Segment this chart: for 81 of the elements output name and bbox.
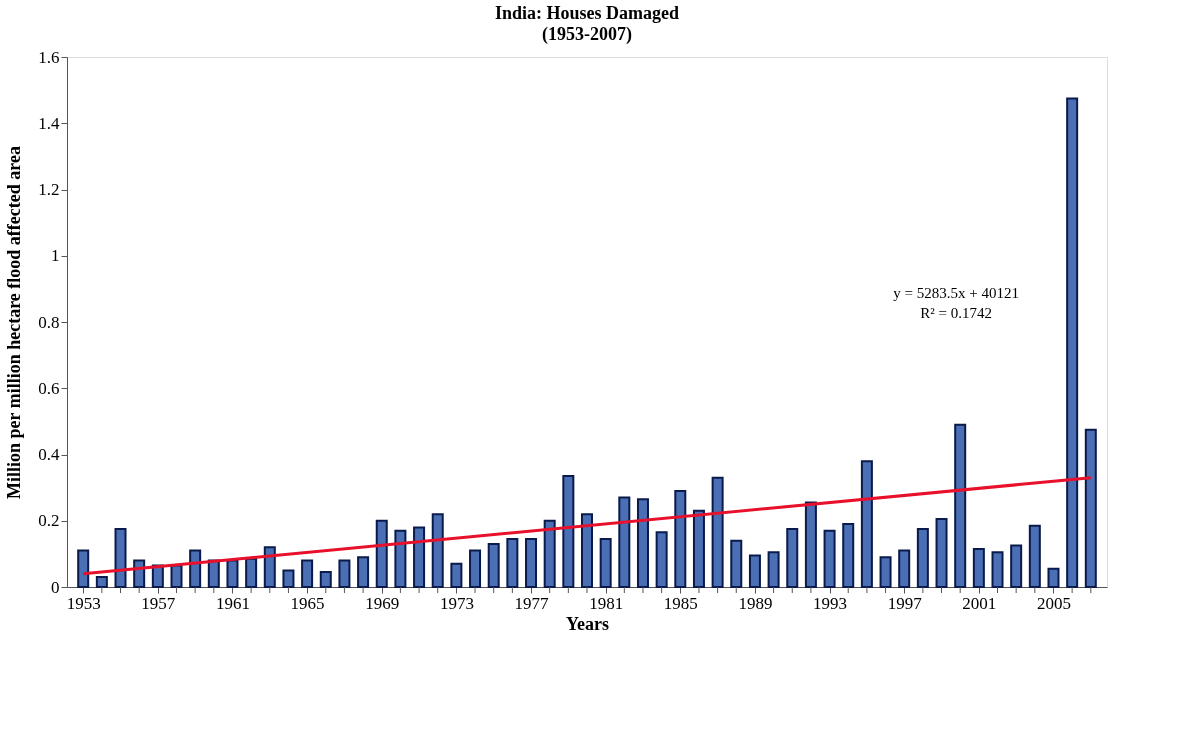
bar — [786, 528, 799, 588]
y-tick-label: 0.2 — [38, 511, 60, 531]
bar — [823, 529, 836, 588]
bar — [842, 523, 855, 588]
x-tick-label: 1993 — [813, 593, 848, 613]
chart-title: India: Houses Damaged — [494, 3, 680, 23]
bar — [1047, 567, 1060, 588]
y-tick-label: 0.6 — [38, 378, 60, 398]
x-tick-label: 1997 — [887, 593, 923, 613]
bar — [562, 475, 575, 588]
bar — [748, 554, 761, 588]
bar — [1010, 544, 1023, 588]
y-tick-label: 1.6 — [38, 47, 60, 67]
x-tick-label: 2001 — [962, 593, 997, 613]
x-tick-label: 1985 — [663, 593, 698, 613]
bar — [599, 537, 612, 588]
bar — [413, 526, 426, 588]
bar — [581, 513, 593, 588]
bar — [1084, 428, 1097, 588]
bar — [636, 498, 649, 588]
bar — [77, 549, 90, 588]
bar — [95, 576, 108, 588]
bar — [245, 557, 258, 588]
bar — [618, 496, 631, 588]
x-tick-label: 2005 — [1036, 593, 1071, 613]
x-tick-label: 1953 — [66, 593, 101, 613]
x-tick-label: 1973 — [439, 593, 474, 613]
bar — [469, 549, 482, 588]
bar — [1066, 97, 1079, 588]
y-tick-label: 1 — [51, 246, 60, 266]
bar — [767, 551, 780, 588]
bar — [394, 529, 407, 588]
bar — [692, 509, 705, 588]
x-tick-label: 1969 — [365, 593, 400, 613]
bar — [263, 546, 276, 588]
x-tick-label: 1961 — [215, 593, 250, 613]
bar — [319, 571, 332, 588]
bar — [916, 528, 929, 588]
bar — [860, 460, 873, 588]
y-tick-label: 0.8 — [38, 312, 60, 332]
bar — [543, 519, 556, 588]
bar — [375, 519, 388, 588]
bar — [114, 528, 127, 588]
x-tick-label: 1981 — [589, 593, 624, 613]
y-axis-title: Million per million hectare flood affected area — [4, 146, 25, 499]
bar — [991, 551, 1004, 588]
bar — [450, 562, 463, 588]
bar — [226, 559, 239, 588]
bar — [487, 542, 500, 588]
bar — [282, 569, 295, 588]
bar — [506, 537, 519, 588]
x-tick-label: 1977 — [514, 593, 550, 613]
chart-subtitle: (1953-2007) — [542, 24, 632, 45]
x-tick-label: 1965 — [290, 593, 325, 613]
bar — [898, 549, 911, 588]
y-tick-label: 0 — [51, 577, 60, 597]
bar — [189, 549, 202, 588]
bar — [730, 539, 743, 588]
bar — [301, 559, 314, 588]
bar — [655, 531, 668, 588]
y-tick-label: 1.4 — [38, 113, 60, 133]
bar — [357, 556, 370, 588]
bar — [972, 547, 985, 588]
bar — [170, 564, 183, 588]
bar — [674, 489, 687, 588]
bar — [879, 556, 892, 588]
annotation: R² = 0.1742 — [920, 304, 993, 321]
x-tick-label: 1989 — [738, 593, 773, 613]
bar — [525, 537, 538, 588]
bar — [1028, 524, 1041, 588]
y-tick-label: 0.4 — [38, 445, 60, 464]
bar — [431, 513, 444, 588]
bar — [338, 559, 351, 588]
bar — [935, 518, 948, 588]
annotation: y = 5283.5x + 40121 — [893, 284, 1020, 301]
bar — [804, 501, 817, 588]
bar — [711, 476, 724, 588]
y-tick-label: 1.2 — [38, 180, 60, 199]
x-tick-label: 1957 — [141, 593, 176, 613]
bar — [954, 423, 967, 588]
x-axis-title: Years — [566, 613, 609, 634]
